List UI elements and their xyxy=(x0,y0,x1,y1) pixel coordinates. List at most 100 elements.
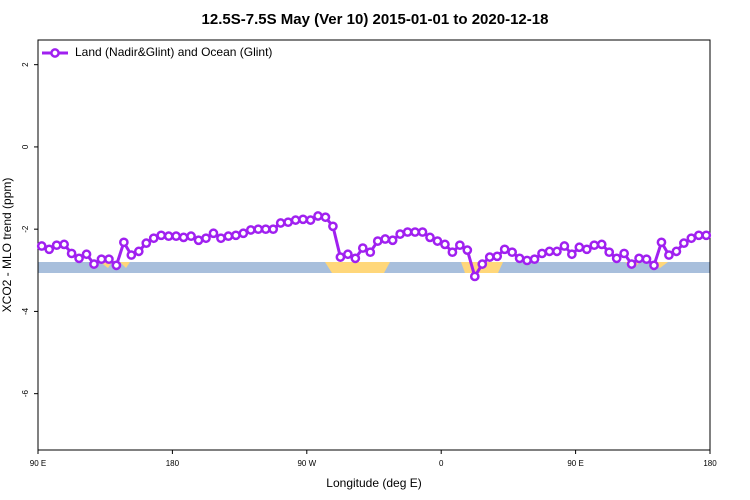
data-point xyxy=(425,232,435,243)
data-point xyxy=(245,225,256,235)
data-point xyxy=(89,259,99,269)
data-point xyxy=(298,214,308,225)
y-tick-label: -2 xyxy=(21,225,30,233)
data-point xyxy=(462,245,473,255)
data-point xyxy=(208,228,219,239)
y-tick-label: 2 xyxy=(21,62,30,67)
data-point xyxy=(141,238,152,248)
data-point xyxy=(455,240,465,251)
data-point xyxy=(178,232,189,243)
data-point xyxy=(36,241,47,251)
data-point xyxy=(268,224,279,235)
data-point xyxy=(66,248,77,259)
data-point xyxy=(126,250,137,260)
data-point xyxy=(335,252,346,262)
data-point xyxy=(253,224,264,235)
data-point xyxy=(163,231,174,242)
data-point xyxy=(387,235,398,246)
data-point xyxy=(223,231,234,242)
data-point xyxy=(238,228,249,239)
data-point xyxy=(320,212,331,223)
data-point xyxy=(171,231,181,242)
data-point xyxy=(581,244,592,255)
x-tick-label: 180 xyxy=(166,459,180,468)
data-point xyxy=(641,254,652,265)
data-point xyxy=(133,246,144,257)
land-segment xyxy=(120,262,130,268)
data-point xyxy=(343,249,353,260)
data-point xyxy=(469,271,480,282)
data-point xyxy=(201,233,211,244)
data-point xyxy=(231,230,241,241)
data-point xyxy=(59,239,69,250)
data-point xyxy=(402,227,413,237)
data-point xyxy=(634,253,644,264)
land-segment xyxy=(325,262,390,273)
data-point xyxy=(671,246,682,257)
data-point xyxy=(619,248,629,259)
data-point xyxy=(567,249,577,260)
data-point xyxy=(74,253,84,264)
x-tick-label: 90 E xyxy=(567,459,583,468)
data-point xyxy=(410,227,420,237)
data-point xyxy=(626,259,637,269)
data-point xyxy=(156,230,167,241)
data-point xyxy=(119,237,129,248)
data-point xyxy=(290,215,301,225)
data-point xyxy=(686,233,697,244)
data-point xyxy=(589,240,600,251)
data-point xyxy=(104,254,114,265)
data-point xyxy=(357,243,368,253)
data-point xyxy=(492,251,503,262)
data-point xyxy=(701,230,712,241)
data-point xyxy=(275,218,286,228)
data-point xyxy=(611,253,622,264)
data-point xyxy=(380,234,391,244)
data-point xyxy=(328,221,338,232)
legend-marker xyxy=(50,48,60,58)
data-point xyxy=(365,247,376,258)
y-axis-label: XCO2 - MLO trend (ppm) xyxy=(0,178,14,313)
data-point xyxy=(432,236,443,246)
data-point xyxy=(693,230,704,241)
data-point xyxy=(499,244,510,255)
x-axis-label: Longitude (deg E) xyxy=(326,476,421,490)
data-point xyxy=(260,224,271,235)
data-point xyxy=(395,229,405,239)
data-point xyxy=(81,249,92,260)
land-ocean-band xyxy=(38,262,710,273)
data-point xyxy=(111,260,122,271)
data-point xyxy=(477,259,488,269)
y-tick-label: 0 xyxy=(21,144,30,149)
data-point xyxy=(664,250,674,260)
data-point xyxy=(417,227,428,237)
data-point xyxy=(305,215,316,225)
data-point xyxy=(544,246,555,257)
data-point xyxy=(484,252,495,262)
legend-label: Land (Nadir&Glint) and Ocean (Glint) xyxy=(75,45,272,59)
y-tick-label: -4 xyxy=(21,307,30,315)
data-point xyxy=(656,237,667,248)
x-tick-label: 180 xyxy=(703,459,717,468)
data-point xyxy=(350,253,361,264)
data-point xyxy=(216,233,226,244)
data-point xyxy=(522,255,532,266)
data-point xyxy=(440,239,450,250)
data-point xyxy=(596,239,607,250)
x-tick-label: 90 W xyxy=(297,459,316,468)
data-point xyxy=(186,231,196,242)
data-point xyxy=(44,244,55,255)
data-point xyxy=(148,233,159,244)
data-point xyxy=(96,254,107,265)
data-point xyxy=(537,248,547,259)
data-point xyxy=(372,236,383,246)
data-point xyxy=(51,240,62,251)
data-point xyxy=(649,260,659,271)
data-point xyxy=(679,238,689,248)
data-point xyxy=(559,241,570,251)
data-point xyxy=(507,247,517,258)
data-point xyxy=(193,235,204,246)
data-point xyxy=(574,242,585,253)
data-point xyxy=(604,247,615,258)
data-point xyxy=(447,247,458,258)
